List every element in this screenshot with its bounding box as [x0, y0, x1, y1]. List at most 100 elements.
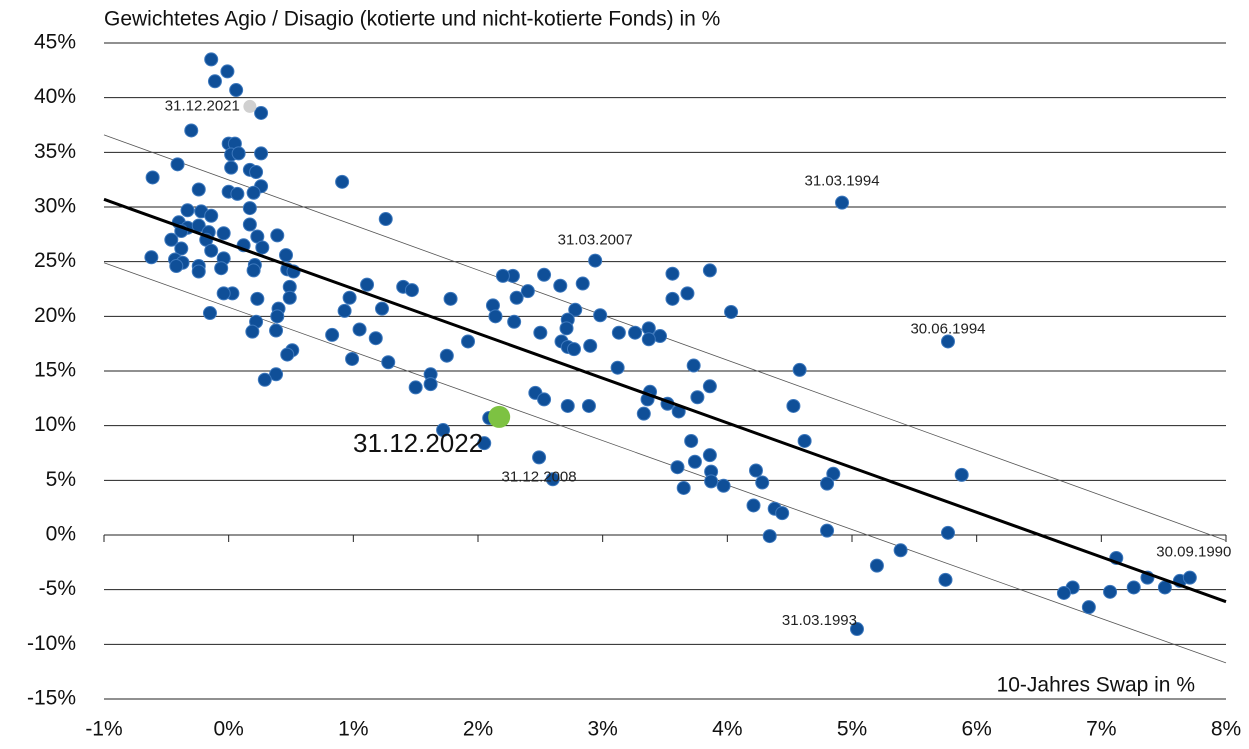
- point-annotation: 30.06.1994: [910, 320, 985, 337]
- point: [893, 543, 908, 558]
- point: [820, 476, 835, 491]
- point: [325, 327, 340, 342]
- trend-line: [103, 197, 1227, 604]
- y-tick-label: 40%: [34, 85, 76, 108]
- point: [797, 433, 812, 448]
- chart-title: Gewichtetes Agio / Disagio (kotierte und…: [104, 8, 720, 31]
- point: [786, 398, 801, 413]
- point: [702, 448, 717, 463]
- point: [246, 263, 261, 278]
- point: [249, 165, 264, 180]
- y-tick-label: -5%: [39, 577, 76, 600]
- point: [702, 263, 717, 278]
- point: [269, 323, 284, 338]
- x-tick-label: 6%: [961, 718, 991, 741]
- point: [254, 105, 269, 120]
- point: [220, 64, 235, 79]
- highlight-point: [488, 405, 511, 428]
- x-tick-label: 5%: [837, 718, 867, 741]
- y-tick-label: 5%: [46, 468, 76, 491]
- point: [224, 160, 239, 175]
- point-annotation: 31.03.1994: [804, 173, 879, 190]
- point: [280, 347, 295, 362]
- point: [242, 201, 257, 216]
- point: [724, 304, 739, 319]
- point: [680, 286, 695, 301]
- point: [749, 463, 764, 478]
- point: [687, 454, 702, 469]
- y-tick-label: 20%: [34, 304, 76, 327]
- point: [378, 212, 393, 227]
- point: [568, 302, 583, 317]
- point: [461, 334, 476, 349]
- point: [488, 309, 503, 324]
- point: [588, 253, 603, 268]
- point: [180, 203, 195, 218]
- point: [537, 267, 552, 282]
- point: [583, 338, 598, 353]
- point: [628, 325, 643, 340]
- point: [204, 208, 219, 223]
- point: [636, 406, 651, 421]
- point: [164, 232, 179, 247]
- point: [532, 450, 547, 465]
- x-tick-label: 3%: [587, 718, 617, 741]
- point: [670, 460, 685, 475]
- point: [545, 472, 560, 487]
- point: [360, 277, 375, 292]
- point: [826, 466, 841, 481]
- point: [337, 303, 352, 318]
- point: [436, 423, 451, 438]
- point: [755, 475, 770, 490]
- point: [257, 372, 272, 387]
- y-tick-label: 30%: [34, 195, 76, 218]
- point: [230, 186, 245, 201]
- point: [335, 174, 350, 189]
- point: [665, 266, 680, 281]
- point: [820, 523, 835, 538]
- x-axis-label: 10-Jahres Swap in %: [997, 674, 1195, 697]
- point: [204, 243, 219, 258]
- point-annotation: 30.09.1990: [1156, 544, 1231, 561]
- point: [282, 290, 297, 305]
- point: [477, 436, 492, 451]
- point: [269, 367, 284, 382]
- point: [559, 321, 574, 336]
- point: [775, 506, 790, 521]
- point: [242, 217, 257, 232]
- point: [849, 622, 864, 637]
- point: [940, 334, 955, 349]
- point: [954, 467, 969, 482]
- y-tick-label: 45%: [34, 31, 76, 54]
- point: [704, 474, 719, 489]
- point: [575, 276, 590, 291]
- point: [408, 380, 423, 395]
- point: [216, 226, 231, 241]
- point: [145, 170, 160, 185]
- point: [250, 291, 265, 306]
- point: [170, 157, 185, 172]
- y-tick-label: -15%: [27, 687, 76, 710]
- point: [368, 331, 383, 346]
- y-tick-label: 0%: [46, 523, 76, 546]
- point: [665, 291, 680, 306]
- point: [716, 478, 731, 493]
- point: [835, 195, 850, 210]
- highlight-point: [243, 99, 257, 113]
- x-tick-label: -1%: [85, 718, 122, 741]
- point: [229, 83, 244, 98]
- point: [611, 325, 626, 340]
- point: [520, 284, 535, 299]
- point: [641, 332, 656, 347]
- y-tick-label: 15%: [34, 359, 76, 382]
- point: [566, 342, 581, 357]
- point: [270, 228, 285, 243]
- point: [533, 325, 548, 340]
- point: [381, 355, 396, 370]
- point: [762, 529, 777, 544]
- x-tick-label: 7%: [1086, 718, 1116, 741]
- y-tick-label: -10%: [27, 632, 76, 655]
- point: [169, 259, 184, 274]
- point: [254, 146, 269, 161]
